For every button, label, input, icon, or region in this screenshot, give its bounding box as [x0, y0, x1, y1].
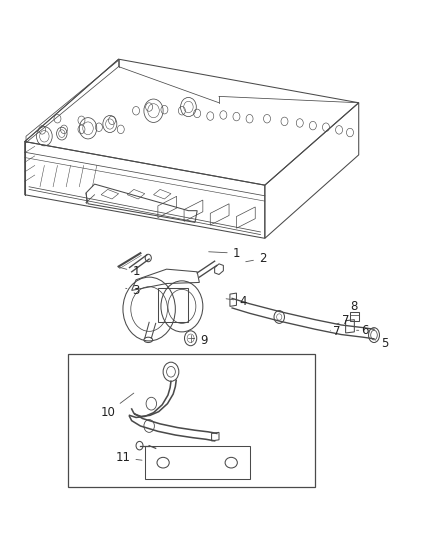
Text: 3: 3	[126, 284, 140, 297]
Bar	[145, 446, 250, 479]
Text: 6: 6	[357, 324, 369, 337]
Text: 7: 7	[337, 314, 350, 327]
Text: 7: 7	[330, 325, 341, 338]
Text: 2: 2	[246, 252, 266, 265]
Text: 1: 1	[119, 265, 140, 278]
Text: 9: 9	[193, 334, 208, 348]
Text: 10: 10	[100, 393, 134, 419]
Text: 8: 8	[351, 300, 358, 313]
Text: 1: 1	[208, 247, 240, 260]
Text: 5: 5	[376, 337, 389, 350]
Text: 4: 4	[226, 295, 247, 308]
Bar	[68, 354, 315, 487]
Text: 11: 11	[116, 451, 142, 464]
